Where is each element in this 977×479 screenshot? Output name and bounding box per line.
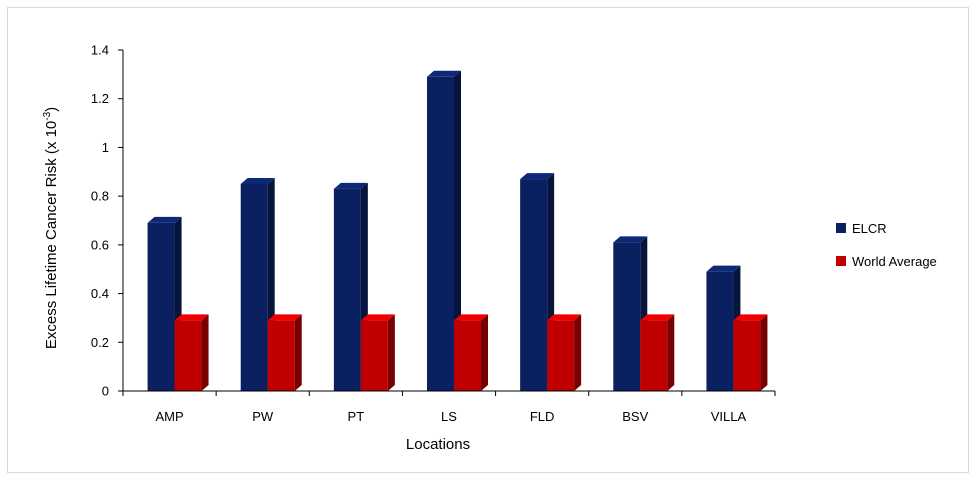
x-tick-label: PW [252,409,274,424]
y-tick-label: 0.2 [91,335,109,350]
bar-top-face [640,314,675,321]
bar-top-face [360,314,395,321]
bar-world-average [733,314,768,391]
bar-top-face [147,216,182,223]
y-axis-title-close: ) [43,107,60,112]
bar-world-average [454,314,488,391]
bar-side-face [387,314,395,391]
bar-front-face [706,271,734,391]
x-tick-label: LS [441,409,457,424]
bar-world-average [174,314,209,391]
x-tick-label: PT [348,409,365,424]
y-tick-label: 0.6 [91,237,109,252]
bar-front-face [333,188,361,391]
y-axis: 0 0.2 0.4 0.6 0.8 1 1.2 1.4 [91,43,124,399]
bar-world-average [267,314,302,391]
bar-front-face [640,320,668,391]
bar-front-face [174,320,202,391]
bar-world-average [360,314,395,391]
bar-front-face [613,242,641,391]
bar-front-face [267,320,295,391]
bar-top-face [174,314,209,321]
y-axis-title: Excess Lifetime Cancer Risk (x 10-3) [42,107,60,349]
bar-front-face [454,320,481,391]
bar-front-face [360,320,388,391]
y-axis-title-exponent: -3 [42,111,53,120]
bar-world-average [547,314,582,391]
bar-top-face [547,314,582,321]
bar-top-face [613,236,648,243]
x-axis-title: Locations [406,436,470,453]
legend-label-elcr: ELCR [852,221,887,236]
bar-top-face [733,314,768,321]
bar-top-face [520,173,555,180]
bar-side-face [454,70,461,392]
y-tick-label: 0.8 [91,189,109,204]
x-tick-label: BSV [622,409,648,424]
bar-front-face [427,76,454,392]
y-tick-label: 1.4 [91,43,109,58]
bars [147,70,768,392]
x-axis: AMP PW PT LS FLD BSV VILLA [122,390,776,424]
bar-side-face [294,314,302,391]
y-tick-label: 1 [102,140,109,155]
legend: ELCR World Average [836,221,937,269]
y-tick-label: 0 [102,384,109,399]
bar-top-face [267,314,302,321]
bar-front-face [520,179,548,391]
bar-front-face [547,320,575,391]
legend-swatch-elcr [836,223,846,233]
bar-side-face [481,314,488,391]
bar-side-face [760,314,768,391]
x-tick-label: VILLA [711,409,747,424]
bar-side-face [667,314,675,391]
bar-elcr [427,70,461,392]
bar-front-face [733,320,761,391]
y-axis-title-main: Excess Lifetime Cancer Risk (x 10 [43,121,60,349]
bar-elcr [240,177,275,391]
bar-side-face [201,314,209,391]
bar-front-face [240,183,268,391]
bar-top-face [706,265,741,272]
bar-top-face [427,70,461,77]
y-tick-label: 1.2 [91,91,109,106]
legend-label-world-average: World Average [852,254,937,269]
bar-side-face [574,314,582,391]
legend-swatch-world-average [836,256,846,266]
bar-top-face [454,314,488,321]
x-tick-label: AMP [155,409,183,424]
bar-top-face [240,177,275,184]
y-tick-label: 0.4 [91,286,109,301]
x-tick-label: FLD [530,409,555,424]
bar-front-face [147,222,175,391]
bar-world-average [640,314,675,391]
bar-top-face [333,182,368,189]
